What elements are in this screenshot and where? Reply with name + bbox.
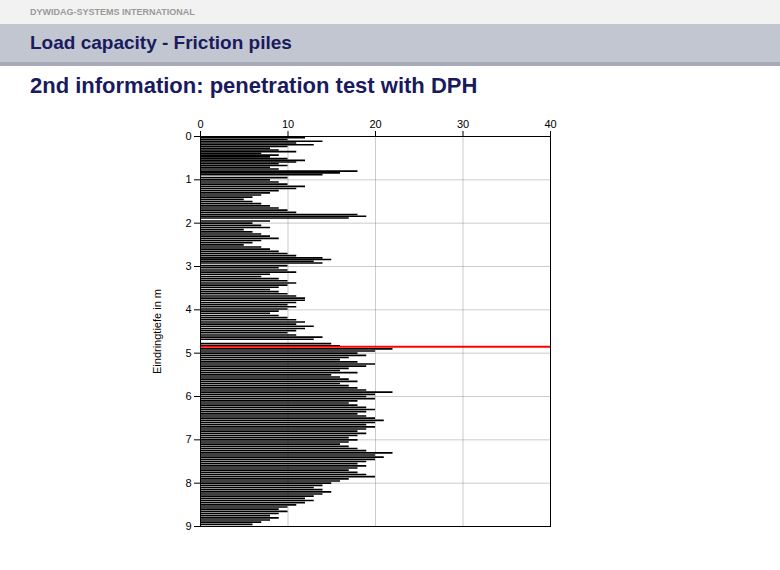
svg-text:3: 3	[185, 260, 191, 272]
svg-text:5: 5	[185, 347, 191, 359]
svg-text:0: 0	[185, 130, 191, 142]
svg-text:Eindringtiefe in m: Eindringtiefe in m	[151, 289, 163, 374]
svg-text:10: 10	[282, 118, 294, 130]
svg-text:2: 2	[185, 217, 191, 229]
html-text:DYWIDAG-SYSTEMS INTERNATIONAL: DYWIDAG-SYSTEMS INTERNATIONAL	[30, 7, 195, 17]
svg-text:4: 4	[185, 303, 191, 315]
html-text:2nd information: penetration t: 2nd information: penetration test with D…	[30, 73, 478, 98]
html-text:Load capacity - Friction piles: Load capacity - Friction piles	[30, 32, 292, 53]
svg-text:9: 9	[185, 520, 191, 532]
svg-text:0: 0	[197, 118, 203, 130]
svg-text:7: 7	[185, 433, 191, 445]
svg-text:20: 20	[369, 118, 381, 130]
svg-text:6: 6	[185, 390, 191, 402]
svg-text:8: 8	[185, 477, 191, 489]
svg-text:1: 1	[185, 173, 191, 185]
svg-text:30: 30	[457, 118, 469, 130]
svg-text:40: 40	[544, 118, 556, 130]
